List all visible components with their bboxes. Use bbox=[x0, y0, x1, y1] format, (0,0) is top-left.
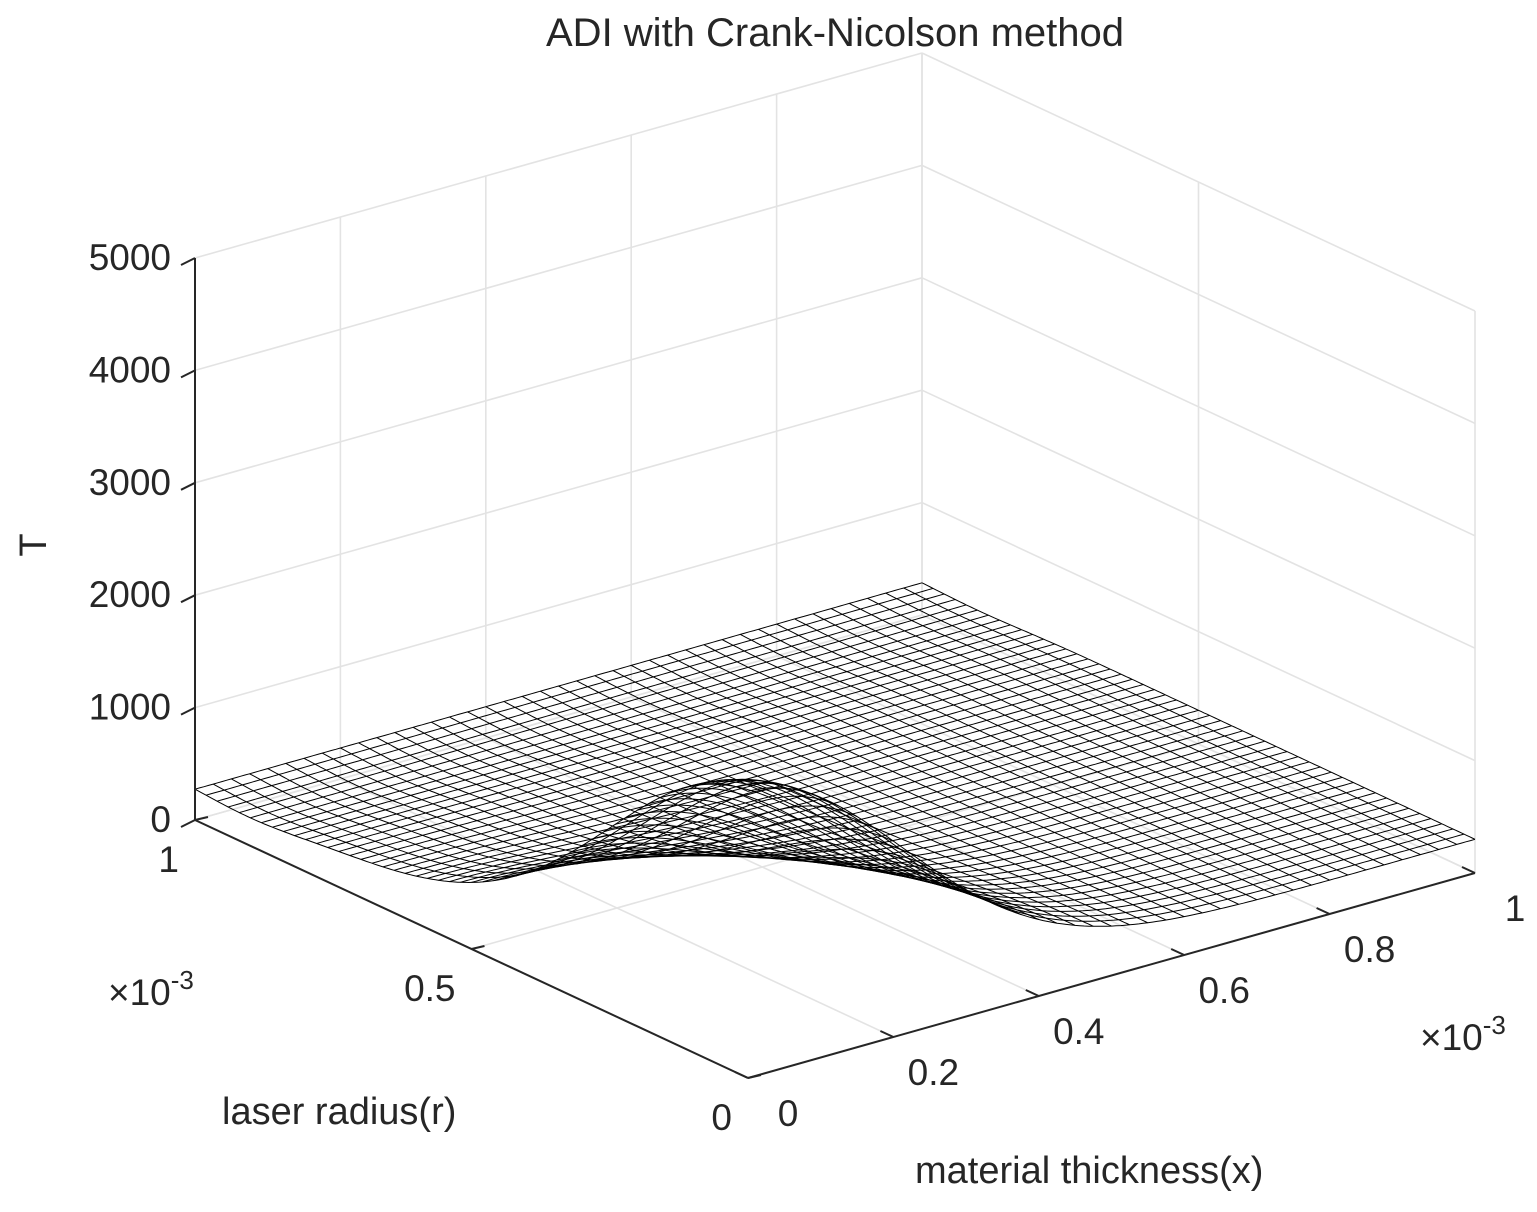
surface-mesh-line-x bbox=[194, 782, 749, 884]
x-axis-label: material thickness(x) bbox=[915, 1150, 1263, 1192]
x-exponent-times: ×10 bbox=[1420, 1017, 1483, 1058]
y-tick-label: 0.5 bbox=[404, 968, 455, 1009]
x-tick-mark bbox=[734, 1071, 749, 1079]
z-tick-label: 3000 bbox=[89, 462, 171, 503]
z-tick-label: 1000 bbox=[89, 687, 171, 728]
z-tick-label: 4000 bbox=[89, 349, 171, 390]
surface-mesh-line-x bbox=[921, 582, 1476, 840]
z-tick-label: 0 bbox=[150, 799, 171, 840]
surface-mesh-line-x bbox=[685, 649, 1239, 905]
y-exponent-power: -3 bbox=[171, 965, 194, 995]
surface-mesh-line-x bbox=[285, 762, 840, 863]
y-tick-label: 0 bbox=[711, 1097, 732, 1138]
x-tick-mark bbox=[879, 1030, 894, 1038]
y-axis-exponent: ×10-3 bbox=[108, 965, 194, 1013]
z-tick-label: 2000 bbox=[89, 574, 171, 615]
chart-title: ADI with Crank-Nicolson method bbox=[546, 11, 1124, 55]
x-tick-label: 0.2 bbox=[908, 1052, 959, 1093]
surface-mesh-line-x bbox=[758, 628, 1312, 886]
x-tick-label: 0.8 bbox=[1344, 929, 1395, 970]
z-tick-mark bbox=[180, 369, 196, 379]
surface-mesh-line-x bbox=[249, 773, 803, 870]
surface-mesh-line-x bbox=[212, 779, 767, 878]
surface-mesh-line-x bbox=[576, 680, 1130, 926]
grid-layer bbox=[194, 52, 1476, 1079]
side-wall-grid-line-z bbox=[921, 501, 1476, 762]
x-tick-mark bbox=[1025, 989, 1040, 997]
surface-mesh-line-x bbox=[612, 670, 1167, 921]
surface-mesh-line-x bbox=[849, 602, 1403, 861]
back-wall-grid-line-z bbox=[194, 277, 923, 484]
surface-mesh-line-x bbox=[703, 644, 1258, 901]
y-tick-label: 1 bbox=[158, 839, 179, 880]
y-tick-mark bbox=[747, 1074, 762, 1079]
side-wall-grid-line-z bbox=[921, 614, 1476, 874]
x-tick-mark bbox=[1316, 907, 1331, 915]
back-wall-grid-line-z bbox=[194, 501, 923, 709]
z-axis-label: T bbox=[13, 533, 55, 556]
surface-mesh-line-x bbox=[721, 639, 1276, 896]
back-wall-grid-line-z bbox=[194, 164, 923, 372]
y-axis-label: laser radius(r) bbox=[222, 1091, 456, 1133]
x-tick-label: 1 bbox=[1505, 888, 1526, 929]
z-tick-mark bbox=[180, 594, 196, 604]
back-wall-grid-line-z bbox=[194, 389, 923, 596]
surface-mesh-line-x bbox=[540, 690, 1094, 927]
surface-mesh-line-x bbox=[740, 633, 1294, 891]
surface-mesh-line-x bbox=[358, 742, 912, 857]
surface-mesh-line-x bbox=[630, 664, 1185, 918]
side-wall-grid-line-z bbox=[921, 277, 1476, 537]
surface-mesh-line-x bbox=[776, 623, 1330, 881]
x-tick-label: 0 bbox=[778, 1093, 799, 1134]
surface-mesh-line-x bbox=[558, 685, 1112, 927]
x-tick-mark bbox=[1170, 948, 1185, 956]
y-tick-mark bbox=[471, 945, 485, 950]
surface-mesh-line-x bbox=[521, 695, 1076, 926]
x-exponent-power: -3 bbox=[1483, 1010, 1506, 1040]
surface-mesh-line-x bbox=[794, 618, 1349, 876]
side-wall-grid-line-z bbox=[921, 164, 1476, 425]
x-tick-mark bbox=[1461, 866, 1476, 874]
z-tick-label: 5000 bbox=[89, 237, 171, 278]
back-wall-grid-line-z bbox=[194, 52, 923, 259]
surface-mesh-line-x bbox=[321, 752, 876, 859]
z-tick-mark bbox=[180, 706, 196, 716]
surface-mesh-line-x bbox=[667, 654, 1221, 910]
surface-mesh-line-x bbox=[303, 757, 858, 861]
surface-mesh-line-x bbox=[503, 701, 1058, 924]
surface-mesh-line-x bbox=[340, 747, 894, 857]
surface-mesh-line-x bbox=[394, 732, 949, 880]
x-axis-line bbox=[747, 872, 1476, 1079]
surface-mesh-line-r bbox=[659, 792, 1387, 890]
surface-mesh-line-x bbox=[903, 587, 1458, 845]
surface-mesh-line-x bbox=[812, 613, 1367, 871]
surface-mesh-line-x bbox=[412, 726, 967, 891]
side-wall-grid-line-z bbox=[921, 389, 1476, 649]
surface-mesh-line-x bbox=[649, 659, 1203, 914]
surface-mesh bbox=[194, 582, 1476, 927]
z-tick-mark bbox=[180, 481, 196, 491]
z-tick-mark bbox=[180, 257, 196, 266]
surface-mesh-line-x bbox=[594, 675, 1149, 924]
x-axis-exponent: ×10-3 bbox=[1420, 1010, 1506, 1058]
y-tick-mark bbox=[194, 816, 209, 821]
surface-mesh-line-x bbox=[885, 592, 1439, 850]
back-wall-grid-line-z bbox=[194, 614, 923, 821]
surface-mesh-line-x bbox=[231, 778, 785, 874]
x-tick-label: 0.6 bbox=[1198, 970, 1249, 1011]
x-tick-label: 0.4 bbox=[1053, 1011, 1104, 1052]
z-tick-mark bbox=[180, 819, 196, 828]
y-exponent-times: ×10 bbox=[108, 972, 171, 1013]
surface-mesh-line-x bbox=[867, 597, 1421, 856]
surface-mesh-line-x bbox=[449, 716, 1003, 909]
surface-mesh-line-x bbox=[431, 721, 985, 900]
surface-mesh-line-x bbox=[830, 608, 1385, 866]
side-wall-grid-line-z bbox=[921, 52, 1476, 312]
